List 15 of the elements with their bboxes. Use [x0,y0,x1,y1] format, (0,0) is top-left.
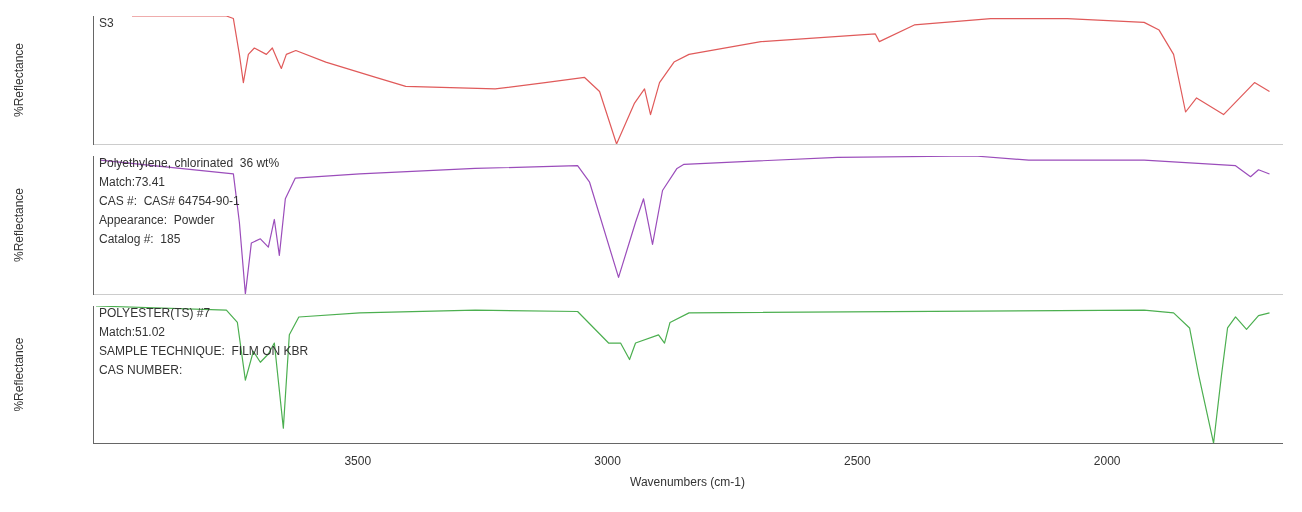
annotation: Match:51.02 [99,325,166,340]
x-tick-label: 3500 [344,453,372,468]
x-tick-label: 3000 [594,453,622,468]
annotation: Match:73.41 [99,175,166,190]
x-axis-title: Wavenumbers (cm-1) [630,475,745,490]
y-axis-title: %Reflectance [11,187,26,263]
annotation: Appearance: Powder [99,213,215,228]
y-axis-title: %Reflectance [11,337,26,412]
x-tick-label: 2000 [1093,453,1121,468]
x-tick-label: 2500 [844,453,872,468]
y-axis-title: %Reflectance [11,42,26,118]
annotation: Catalog #: 185 [99,232,181,247]
series-label: S3 [99,16,114,31]
annotation: POLYESTER(TS) #7 [99,306,211,321]
annotation: CAS NUMBER: [99,363,183,378]
